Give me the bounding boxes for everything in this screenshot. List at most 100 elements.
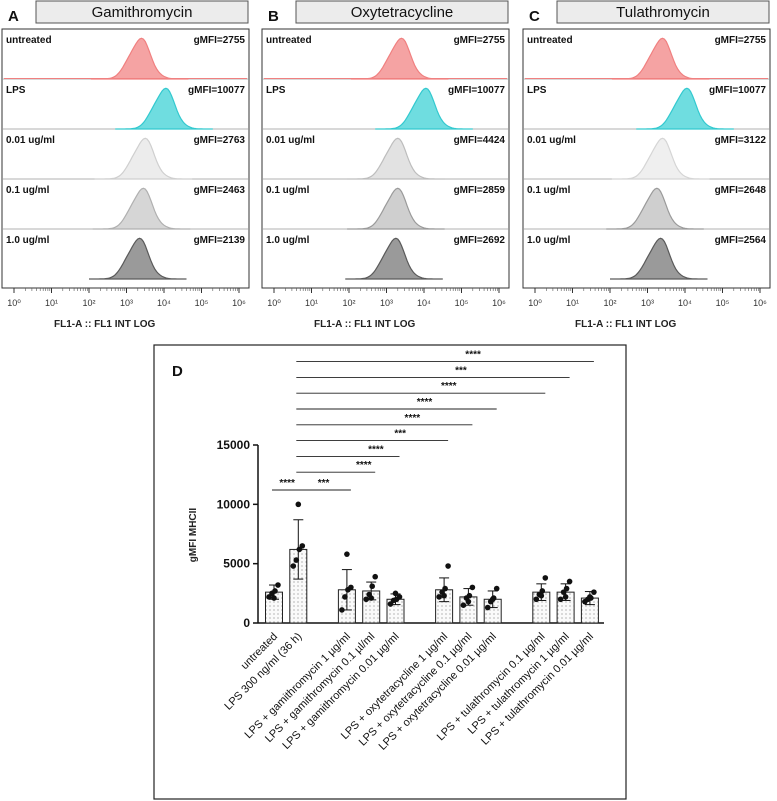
data-point	[293, 557, 300, 563]
histogram-curve	[90, 37, 189, 80]
gmfi-label: gMFI=2692	[454, 235, 506, 246]
title-box	[556, 0, 770, 24]
x-tick-label: 10⁰	[267, 298, 281, 308]
data-point	[290, 563, 297, 569]
x-axis-title: FL1-A :: FL1 INT LOG	[575, 319, 677, 330]
histogram-curve	[92, 187, 191, 230]
row-label: untreated	[527, 35, 573, 46]
row-label: LPS	[6, 85, 26, 96]
row-label: LPS	[527, 85, 547, 96]
y-tick-label: 5000	[223, 557, 250, 571]
panel-frame	[261, 28, 510, 289]
panel-frame	[1, 28, 250, 289]
x-tick-label: 10⁴	[678, 298, 692, 308]
histogram-panel-a: A Gamithromycin untreated gMFI=2755 LPS gMFI=…	[1, 0, 250, 330]
row-label: 0.1 ug/ml	[527, 185, 571, 196]
gmfi-label: gMFI=3122	[715, 135, 767, 146]
y-axis-title: gMFI MHCII	[188, 508, 199, 563]
title-box	[295, 0, 509, 24]
data-point	[372, 573, 379, 580]
histogram-curve	[347, 137, 445, 180]
histogram-panels: A Gamithromycin untreated gMFI=2755 LPS gMFI=…	[1, 0, 771, 330]
data-point	[466, 592, 473, 599]
significance-label: ****	[417, 397, 433, 408]
gmfi-label: gMFI=2139	[194, 235, 246, 246]
gmfi-label: gMFI=2763	[194, 135, 246, 146]
x-tick-label: 10¹	[305, 298, 318, 308]
gmfi-label: gMFI=10077	[448, 85, 505, 96]
x-tick-label: 10⁴	[417, 298, 431, 308]
data-point	[566, 578, 573, 585]
data-point	[489, 596, 496, 603]
x-tick-label: 10⁶	[232, 298, 246, 308]
x-tick-label: 10¹	[566, 298, 579, 308]
data-point	[591, 589, 597, 595]
data-point	[484, 604, 491, 611]
x-axis-title: FL1-A :: FL1 INT LOG	[54, 319, 156, 330]
x-tick-label: 10⁵	[195, 298, 209, 308]
row-label: 0.01 ug/ml	[266, 135, 315, 146]
panel-title: Oxytetracycline	[351, 4, 454, 21]
histogram-panel-c: C Tulathromycin untreated gMFI=2755 LPS gMFI=…	[522, 0, 771, 330]
x-tick-label: 10³	[380, 298, 393, 308]
gmfi-label: gMFI=2755	[194, 35, 246, 46]
data-point	[348, 584, 354, 591]
panel-frame	[153, 344, 627, 800]
histogram-curve	[606, 187, 704, 230]
data-point	[339, 607, 345, 613]
data-point	[469, 584, 476, 591]
data-point	[396, 594, 403, 600]
x-tick-label: 10⁵	[716, 298, 730, 308]
gmfi-label: gMFI=2463	[194, 185, 246, 196]
data-point	[587, 594, 593, 600]
x-tick-label: 10³	[120, 298, 133, 308]
data-point	[299, 543, 306, 549]
significance-label: ****	[465, 350, 481, 361]
x-tick-label: 10⁶	[492, 298, 506, 308]
histogram-curve	[611, 137, 710, 180]
row-label: 0.1 ug/ml	[266, 185, 310, 196]
histogram-curve	[345, 237, 443, 280]
panel-title: Tulathromycin	[616, 4, 710, 21]
title-box	[35, 0, 249, 24]
panel-letter: A	[8, 8, 19, 25]
significance-label: ***	[318, 478, 330, 489]
data-point	[562, 594, 569, 600]
row-label: untreated	[266, 35, 312, 46]
data-point	[542, 575, 549, 581]
gmfi-label: gMFI=4424	[454, 135, 506, 146]
data-point	[533, 596, 540, 603]
significance-label: ***	[394, 429, 406, 440]
data-point	[436, 594, 442, 600]
x-tick-label: 10⁴	[157, 298, 171, 308]
data-point	[442, 585, 448, 592]
y-tick-label: 15000	[217, 438, 251, 452]
x-tick-label: 10²	[82, 298, 95, 308]
data-point	[538, 592, 545, 599]
gmfi-label: gMFI=2648	[715, 185, 767, 196]
histogram-curve	[94, 137, 193, 180]
significance-label: ****	[405, 413, 421, 424]
histogram-curve	[350, 37, 449, 80]
data-point	[271, 595, 277, 601]
data-point	[493, 585, 500, 592]
data-point	[392, 590, 399, 597]
row-label: 0.1 ug/ml	[6, 185, 50, 196]
x-tick-label: 10⁵	[455, 298, 469, 308]
gmfi-label: gMFI=2564	[715, 235, 767, 246]
panel-frame	[522, 28, 771, 289]
significance-label: ****	[368, 444, 384, 455]
gmfi-label: gMFI=10077	[709, 85, 766, 96]
histogram-panel-b: B Oxytetracycline untreated gMFI=2755 LPS gMF…	[261, 0, 510, 330]
x-tick-label: 10²	[603, 298, 616, 308]
panel-title: Gamithromycin	[92, 4, 193, 21]
data-point	[557, 596, 564, 603]
x-axis-title: FL1-A :: FL1 INT LOG	[314, 319, 416, 330]
histogram-curve	[636, 87, 734, 130]
panel-letter: C	[529, 8, 540, 25]
data-point	[272, 588, 278, 594]
gmfi-label: gMFI=10077	[188, 85, 245, 96]
panel-letter: B	[268, 8, 279, 25]
